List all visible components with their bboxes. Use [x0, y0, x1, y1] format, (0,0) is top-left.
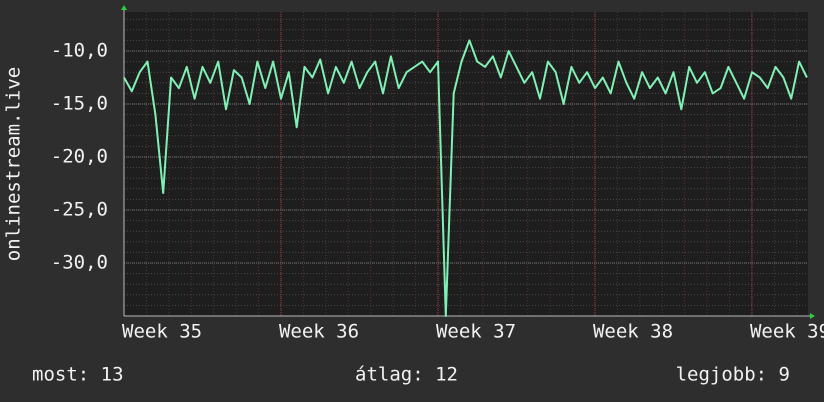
axis-arrow	[810, 313, 815, 319]
x-tick-label: Week 38	[593, 321, 673, 343]
x-tick-label: Week 36	[279, 321, 359, 343]
y-tick-label: -25,0	[51, 199, 108, 221]
data-line	[123, 39, 808, 317]
x-tick-label: Week 35	[122, 321, 202, 343]
axis-arrow	[121, 5, 127, 10]
stat-current: most: 13	[32, 364, 124, 386]
y-tick-label: -30,0	[51, 252, 108, 274]
x-tick-label: Week 39	[750, 321, 824, 343]
stat-average: átlag: 12	[355, 364, 458, 386]
y-tick-label: -15,0	[51, 93, 108, 115]
y-tick-label: -20,0	[51, 146, 108, 168]
x-tick-label: Week 37	[436, 321, 516, 343]
y-tick-label: -10,0	[51, 40, 108, 62]
y-axis-label: onlinestream.live	[3, 67, 25, 261]
plot-area	[124, 12, 808, 316]
stat-best: legjobb: 9	[676, 364, 790, 386]
